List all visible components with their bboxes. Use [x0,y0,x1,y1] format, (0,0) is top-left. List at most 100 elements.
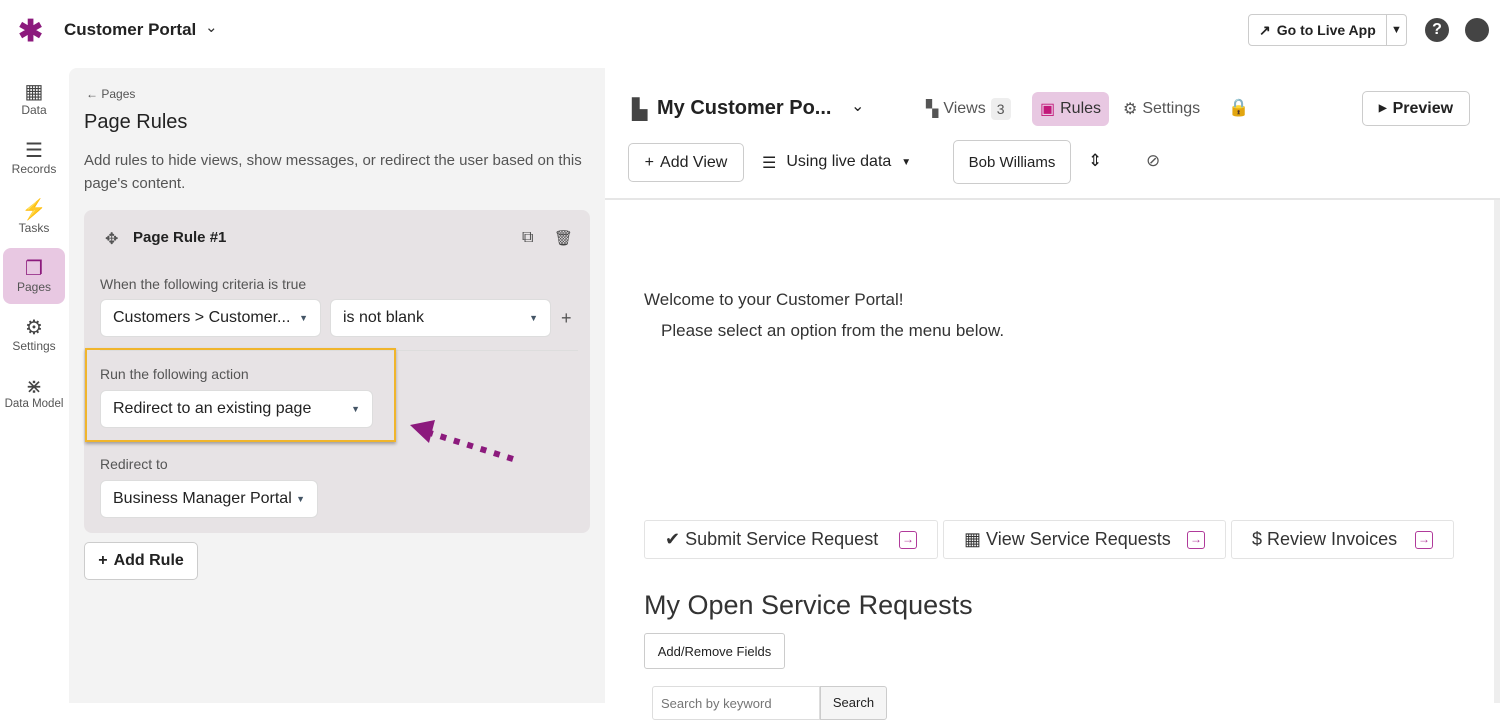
database-icon: ☰ [762,155,777,172]
chevron-down-icon[interactable]: ⌄ [851,98,865,115]
field-select[interactable]: Customers > Customer... ▼ [100,299,321,337]
instruction-text: Please select an option from the menu be… [661,321,1005,340]
page-icon: ▙ [632,99,648,121]
tab-views[interactable]: ▚ Views 3 [918,92,1019,126]
preview-button[interactable]: ▶ Preview [1362,91,1470,126]
tab-settings[interactable]: ⚙ Settings [1115,92,1208,126]
row-height-icon[interactable]: ⇕ [1088,151,1103,170]
scrollbar[interactable] [1494,200,1500,703]
back-link[interactable]: ← Pages [86,87,136,101]
menu-view-service-requests[interactable]: ▦ View Service Requests → [943,520,1226,559]
check-circle-icon: ✔ [665,529,681,549]
arrow-right-icon: → [1415,530,1433,549]
tab-label: Rules [1060,100,1102,117]
sidebar-item-data-model[interactable]: ⋇ Data Model [3,366,65,422]
lock-icon[interactable]: 🔒 [1228,98,1250,117]
tab-label: Views [943,100,986,117]
gear-icon: ⚙ [1123,101,1138,118]
dollar-icon: $ [1252,529,1263,549]
pages-icon: ❐ [25,258,43,280]
operator-select[interactable]: is not blank ▼ [330,299,551,337]
help-icon[interactable]: ? [1425,18,1449,42]
tab-rules[interactable]: ▣ Rules [1032,92,1110,126]
table-icon: ▦ [964,529,982,549]
plus-icon: + [98,552,108,569]
caret-down-icon: ▼ [351,404,360,414]
trash-icon[interactable]: 🗑 [554,230,574,247]
menu-label: Review Invoices [1267,529,1398,549]
database-icon: ☰ [25,140,43,162]
data-source-label: Using live data [786,153,892,170]
sidebar-item-settings[interactable]: ⚙ Settings [3,307,65,363]
top-bar: ✱ Customer Portal ⌄ ↗ Go to Live App ▼ ? [0,0,1500,62]
preview-label: Preview [1392,99,1454,117]
sidebar-item-tasks[interactable]: ⚡ Tasks [3,189,65,245]
views-icon: ▚ [926,101,939,118]
section-title: My Open Service Requests [644,590,973,620]
drag-handle-icon[interactable]: ✥ [105,231,119,248]
field-value: Customers > Customer... [113,309,291,326]
user-icon[interactable] [1465,18,1489,42]
criteria-label: When the following criteria is true [100,276,307,292]
tab-label: Settings [1142,100,1201,117]
nav-label: Tasks [18,221,50,235]
user-selector[interactable]: Bob Williams [953,140,1071,184]
add-rule-label: Add Rule [113,552,184,569]
menu-label: View Service Requests [986,529,1171,549]
caret-down-icon: ▼ [296,494,305,504]
logo-icon[interactable]: ✱ [18,15,44,48]
go-live-button[interactable]: ↗ Go to Live App ▼ [1248,14,1407,46]
search-button[interactable]: Search [820,686,887,720]
sidebar-item-records[interactable]: ☰ Records [3,130,65,186]
redirect-label: Redirect to [100,456,168,472]
redirect-select[interactable]: Business Manager Portal ▼ [100,480,318,518]
app-title[interactable]: Customer Portal [64,20,197,39]
menu-submit-service-request[interactable]: ✔ Submit Service Request → [644,520,938,559]
go-live-dropdown[interactable]: ▼ [1390,24,1402,36]
operator-value: is not blank [343,309,424,326]
table-icon: ▦ [24,81,44,103]
add-criteria-icon[interactable]: + [561,308,572,328]
sidebar-item-pages[interactable]: ❐ Pages [3,248,65,304]
action-select[interactable]: Redirect to an existing page ▼ [100,390,373,428]
graph-icon: ⋇ [25,376,43,398]
chevron-down-icon[interactable]: ⌄ [205,19,218,36]
nav-label: Data Model [4,398,64,410]
panel-title: Page Rules [84,111,188,133]
rules-icon: ▣ [1040,101,1056,118]
nav-label: Pages [16,280,52,294]
gear-icon: ⚙ [25,317,43,339]
welcome-text: Welcome to your Customer Portal! [644,290,904,309]
play-icon: ▶ [1378,103,1387,114]
caret-down-icon: ▼ [529,313,538,323]
header-divider [605,198,1500,200]
nav-label: Settings [12,339,56,353]
add-view-button[interactable]: + Add View [628,143,744,182]
go-live-label: Go to Live App [1276,22,1376,38]
sidebar-item-data[interactable]: ▦ Data [3,71,65,127]
highlight-box [85,348,396,442]
back-label: Pages [101,87,136,101]
data-source-select[interactable]: ☰ Using live data ▼ [762,153,911,173]
add-remove-fields-button[interactable]: Add/Remove Fields [644,633,785,669]
nav-label: Records [11,162,57,176]
copy-icon[interactable]: ⧉ [522,229,534,246]
annotation-arrow-icon [410,420,514,462]
menu-label: Submit Service Request [685,529,879,549]
hide-tags-icon[interactable]: ⊘ [1146,151,1161,170]
caret-down-icon: ▼ [299,313,308,323]
views-count-badge: 3 [990,98,1011,120]
action-label: Run the following action [100,366,249,382]
caret-down-icon: ▼ [901,157,912,168]
nav-label: Data [21,103,47,117]
search-input[interactable] [652,686,820,720]
divider [100,350,578,351]
add-rule-button[interactable]: + Add Rule [84,542,198,580]
menu-review-invoices[interactable]: $ Review Invoices → [1231,520,1454,559]
add-view-label: Add View [660,153,728,171]
rule-card [84,210,590,533]
rule-title: Page Rule #1 [133,229,227,246]
page-title[interactable]: My Customer Po... [657,97,832,119]
external-link-icon: ↗ [1259,21,1271,38]
arrow-right-icon: → [899,530,917,549]
